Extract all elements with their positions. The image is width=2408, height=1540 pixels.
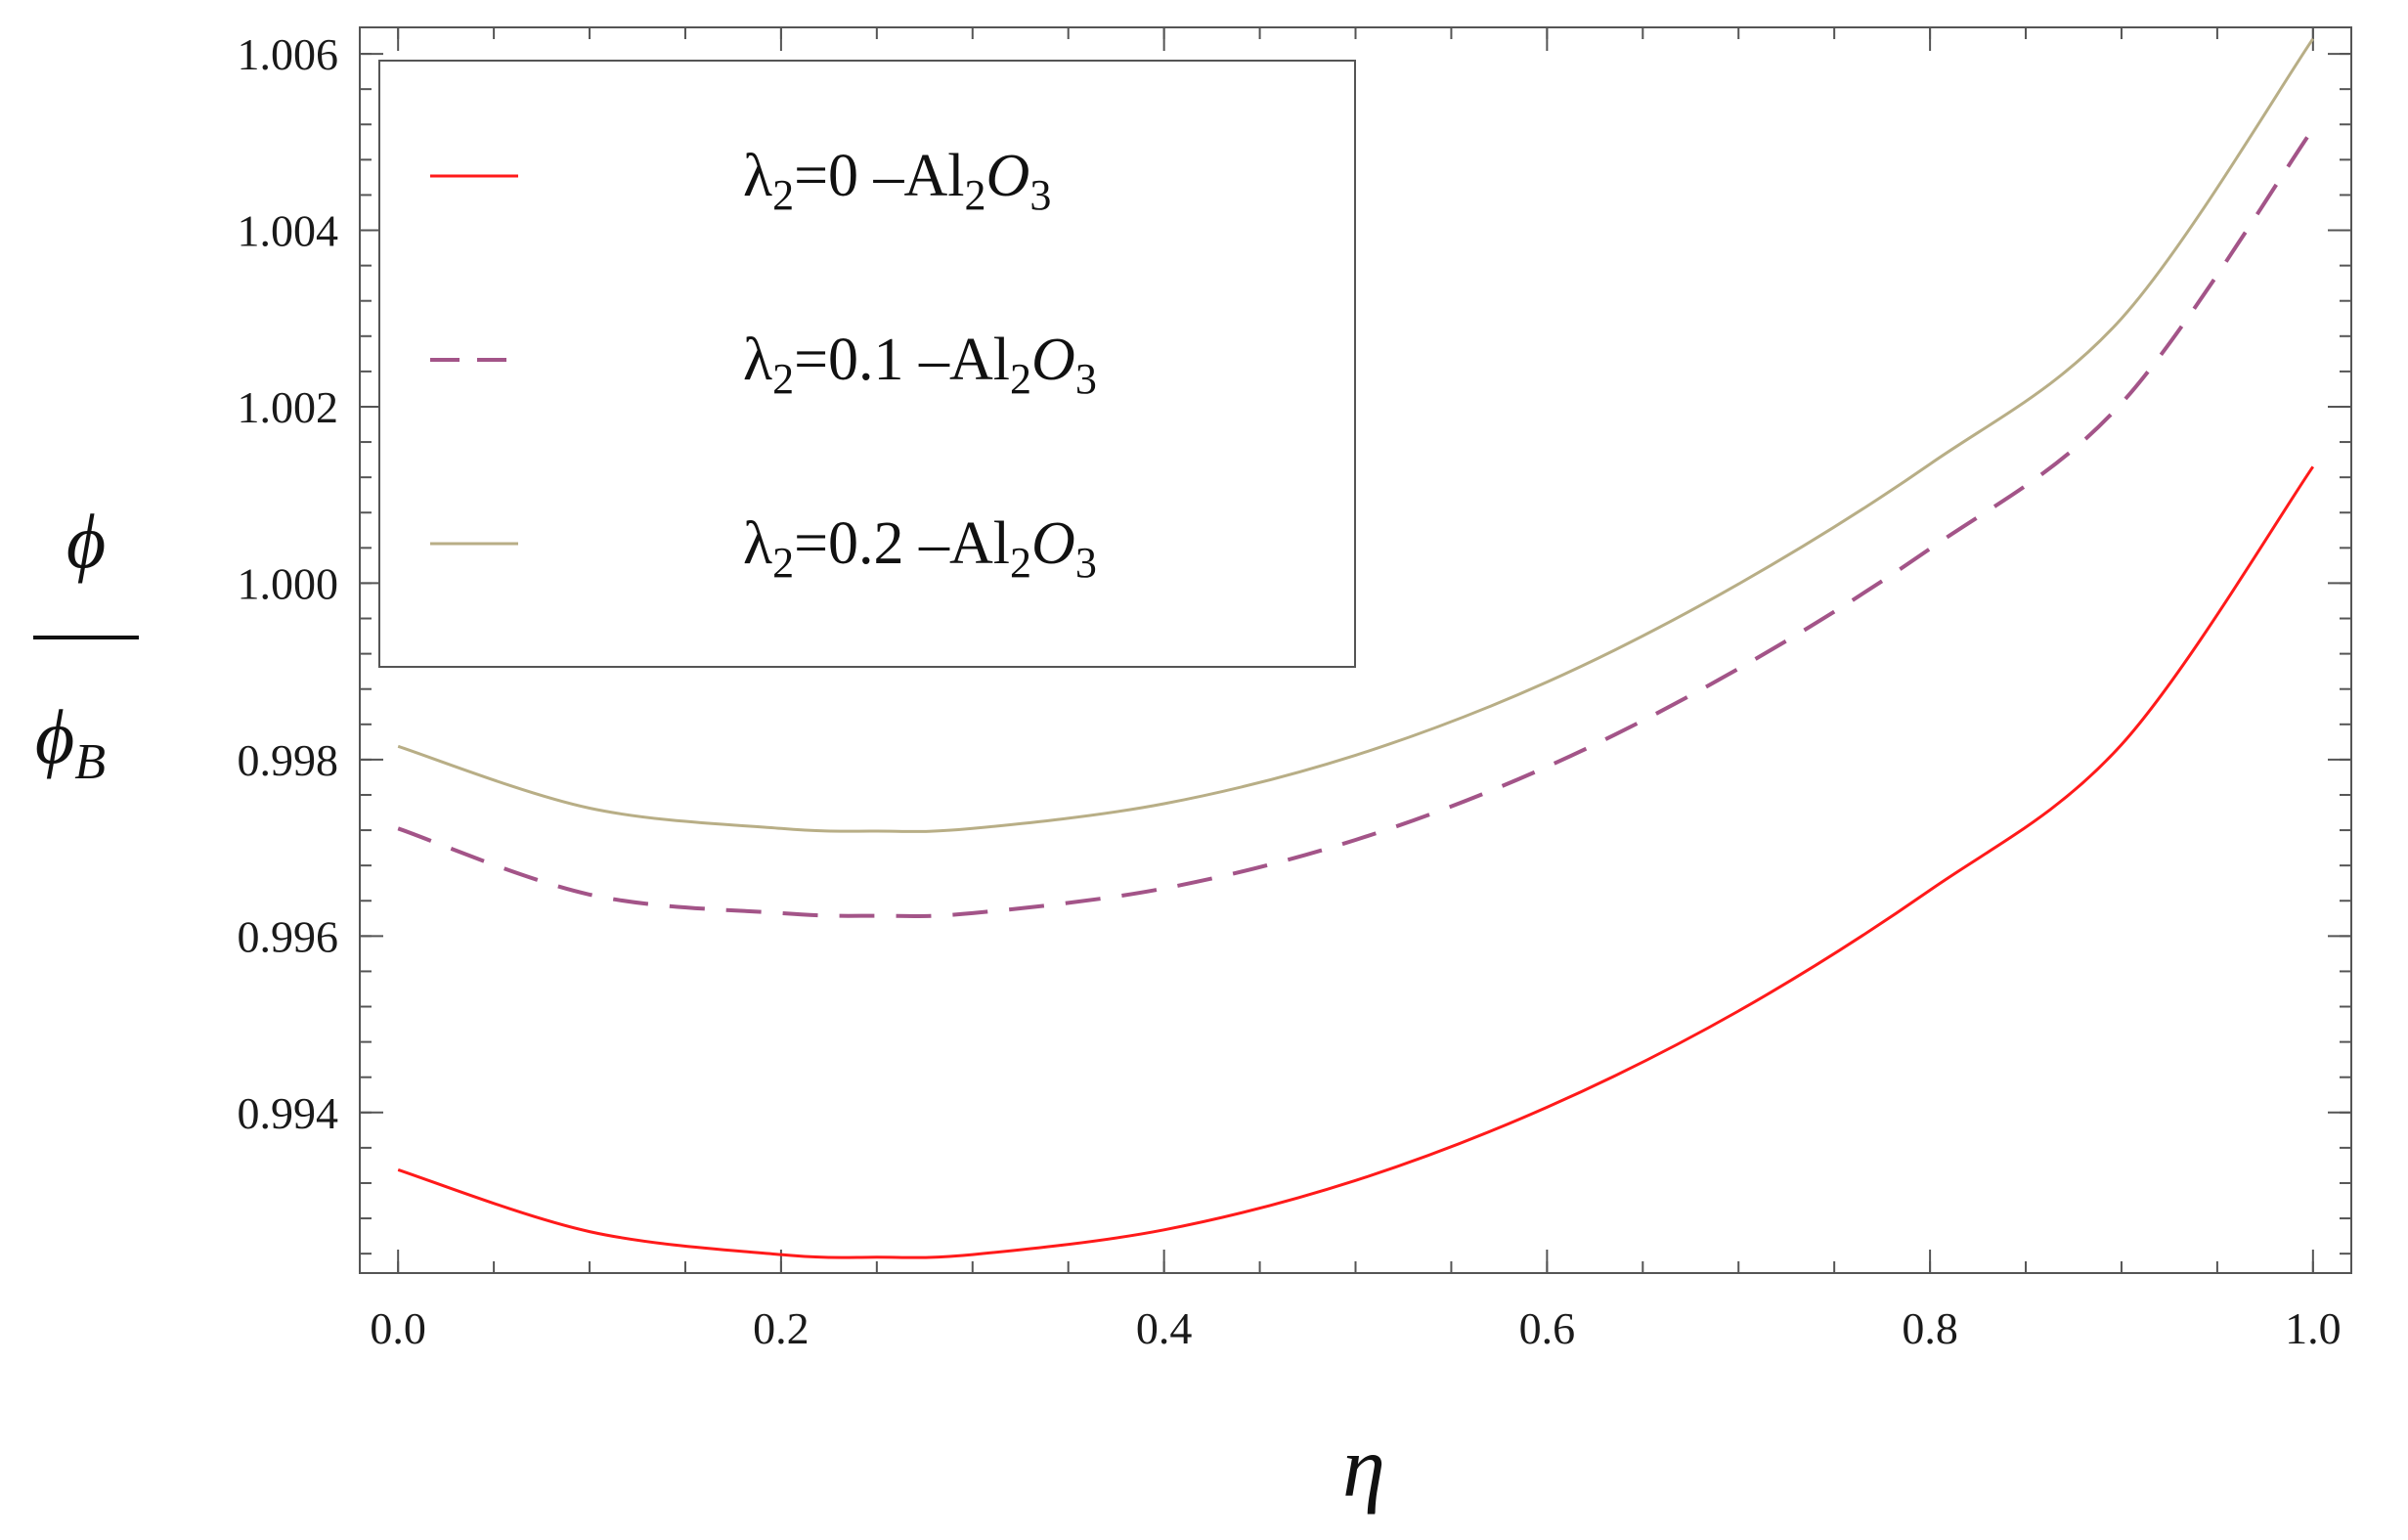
series-line-3 — [397, 37, 2315, 833]
y-axis-title-denominator: ϕB — [35, 694, 106, 790]
y-tick-label: 1.006 — [238, 29, 339, 79]
legend: λ2=0 –Al2O3 λ2=0.1 –Al2O3 λ2=0.2 –Al2O3 — [378, 60, 1356, 668]
legend-label-1: λ2=0 –Al2O3 — [743, 143, 1051, 219]
plot-frame — [359, 26, 2352, 1274]
y-tick-label: 0.998 — [238, 735, 339, 785]
x-tick-label: 0.4 — [1136, 1303, 1193, 1353]
y-axis-title-denominator-subscript: B — [74, 734, 106, 790]
y-tick-label: 0.994 — [238, 1088, 339, 1138]
ticks-layer: 0.0 0.2 0.4 0.6 0.8 1.0 0.994 0.996 0.998 1.000 1.… — [238, 27, 2351, 1353]
x-tick-label: 1.0 — [2285, 1303, 2342, 1353]
x-axis-title: η — [1342, 1421, 1385, 1516]
x-tick-label: 0.2 — [753, 1303, 810, 1353]
legend-items: λ2=0 –Al2O3 λ2=0.1 –Al2O3 λ2=0.2 –Al2O3 — [430, 143, 1097, 587]
x-tick-label: 0.6 — [1519, 1303, 1576, 1353]
y-axis-title-numerator: ϕ — [66, 499, 106, 584]
y-tick-label: 1.002 — [238, 382, 339, 432]
y-axis-title-denominator-main: ϕ — [35, 694, 74, 779]
series-layer — [397, 37, 2315, 1259]
legend-label-2: λ2=0.1 –Al2O3 — [743, 327, 1097, 403]
y-tick-label: 0.996 — [238, 911, 339, 961]
x-tick-label: 0.0 — [370, 1303, 426, 1353]
legend-box — [378, 60, 1356, 668]
x-tick-label: 0.8 — [1902, 1303, 1958, 1353]
series-line-1 — [397, 465, 2315, 1259]
series-line-2 — [397, 127, 2315, 918]
legend-label-3: λ2=0.2 –Al2O3 — [743, 510, 1097, 587]
y-axis-title: ϕ ϕB — [33, 499, 139, 790]
y-tick-label: 1.004 — [238, 206, 339, 256]
y-tick-label: 1.000 — [238, 558, 339, 608]
